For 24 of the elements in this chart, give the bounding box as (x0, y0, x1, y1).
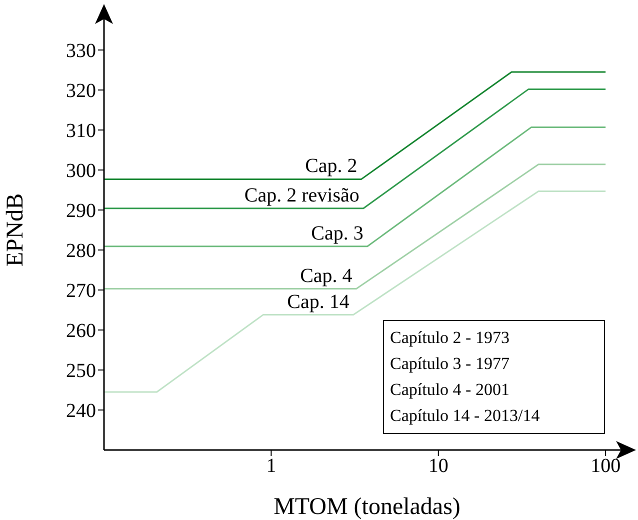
y-tick-label: 330 (66, 40, 96, 62)
series-label: Cap. 2 revisão (244, 184, 360, 206)
annotation: Capítulo 2 - 1973 (390, 327, 510, 349)
annotation: Capítulo 14 - 2013/14 (390, 405, 541, 427)
y-tick-label: 310 (66, 120, 96, 142)
series-label: Cap. 14 (287, 290, 350, 313)
y-tick-label: 320 (66, 80, 96, 102)
y-tick-label: 270 (66, 280, 96, 302)
annotation: Capítulo 4 - 2001 (390, 379, 510, 401)
x-tick-label: 100 (590, 455, 621, 478)
x-tick-label: 10 (428, 455, 448, 478)
y-tick-label: 250 (66, 360, 96, 382)
y-tick-label: 300 (66, 160, 96, 182)
series-label: Cap. 4 (300, 264, 352, 287)
series-label: Cap. 3 (311, 222, 364, 244)
y-tick-label: 260 (66, 320, 96, 342)
x-tick-label: 1 (266, 455, 276, 478)
x-axis-title: MTOM (toneladas) (274, 494, 460, 520)
y-axis-title: EPNdB (2, 193, 29, 267)
y-tick-label: 290 (66, 200, 96, 222)
series-label: Cap. 2 (305, 155, 358, 178)
y-tick-label: 240 (66, 400, 96, 422)
y-tick-label: 280 (66, 240, 96, 262)
annotation: Capítulo 3 - 1977 (390, 353, 510, 375)
